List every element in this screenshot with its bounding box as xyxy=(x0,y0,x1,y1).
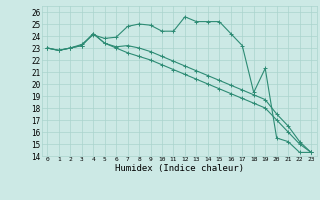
X-axis label: Humidex (Indice chaleur): Humidex (Indice chaleur) xyxy=(115,164,244,173)
